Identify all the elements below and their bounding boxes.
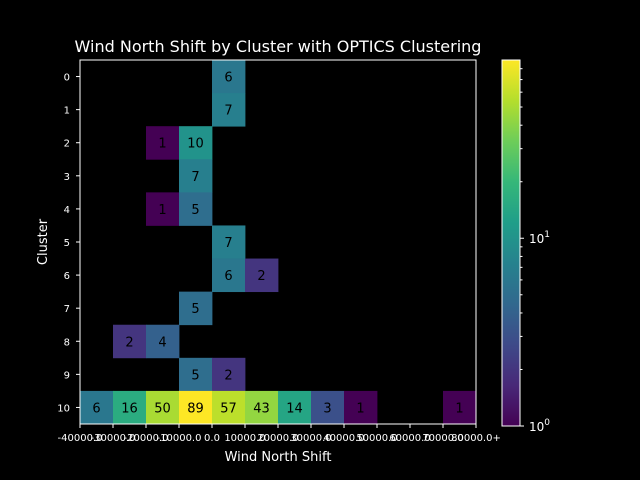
cell-value-label: 57 — [220, 401, 237, 416]
cell-value-label: 6 — [224, 71, 232, 86]
y-tick-label: 4 — [64, 205, 70, 216]
x-tick-label: 60000.0 — [389, 433, 430, 444]
plot-frame — [79, 59, 477, 425]
cell-value-label: 7 — [224, 104, 232, 119]
heatmap-cell — [311, 390, 345, 425]
cell-value-label: 2 — [125, 335, 133, 350]
heatmap-cell — [278, 390, 312, 425]
x-tick-label: -40000.0 — [58, 433, 103, 444]
x-axis: -40000.0-30000.0-20000.0-10000.0 0.0 10000… — [58, 424, 501, 444]
heatmap-cell — [80, 390, 114, 425]
y-axis: 0 1 2 3 4 5 6 7 8 9 10 — [57, 73, 80, 414]
cell-value-label: 7 — [191, 170, 199, 185]
cell-value-label: 89 — [187, 401, 204, 416]
colorbar-tick-label: 101 — [529, 230, 550, 246]
y-tick-label: 6 — [64, 271, 70, 282]
x-tick-label: 50000.0 — [356, 433, 397, 444]
cell-value-label: 1 — [158, 203, 166, 218]
x-tick-label: 70000.0 — [422, 433, 463, 444]
x-tick-label: 40000.0 — [323, 433, 364, 444]
y-tick-label: 10 — [57, 403, 70, 414]
heatmap-cell — [212, 357, 246, 392]
x-tick-label: 0.0 — [204, 433, 220, 444]
colorbar — [501, 59, 521, 427]
y-tick-label: 7 — [64, 304, 70, 315]
heatmap-cell — [179, 357, 213, 392]
cell-value-label: 5 — [191, 368, 199, 383]
heatmap-cell — [146, 324, 180, 359]
y-tick-label: 2 — [64, 139, 70, 150]
y-tick-label: 9 — [64, 370, 70, 381]
heatmap-cell — [344, 390, 378, 425]
x-tick-label: 80000.0+ — [451, 433, 501, 444]
heatmap-cell — [146, 390, 180, 425]
heatmap-cell — [179, 159, 213, 193]
colorbar-ticks: 100 101 — [520, 68, 550, 434]
y-axis-label: Cluster — [36, 218, 51, 265]
heatmap-cell — [443, 390, 477, 425]
x-tick-label: 20000.0 — [257, 433, 298, 444]
cell-value-label: 1 — [455, 401, 463, 416]
x-tick-label: 10000.0 — [224, 433, 265, 444]
x-tick-label: -10000.0 — [157, 433, 202, 444]
x-tick-label: -20000.0 — [124, 433, 169, 444]
x-tick-label: 30000.0 — [290, 433, 331, 444]
cell-value-label: 7 — [224, 236, 232, 251]
cell-value-label: 3 — [323, 401, 331, 416]
cell-value-label: 16 — [121, 401, 138, 416]
heatmap-cell — [179, 390, 213, 425]
heatmap-cell — [146, 126, 180, 160]
y-tick-label: 8 — [64, 337, 70, 348]
cell-value-label: 5 — [191, 203, 199, 218]
y-tick-label: 3 — [64, 172, 70, 183]
heatmap-cell — [113, 390, 147, 425]
cell-value-label: 1 — [356, 401, 364, 416]
heatmap-cell — [245, 258, 279, 293]
cell-value-label: 43 — [253, 401, 270, 416]
heatmap-cell — [245, 390, 279, 425]
x-axis-label: Wind North Shift — [225, 450, 332, 465]
y-tick-label: 0 — [64, 73, 70, 84]
cell-value-label: 14 — [286, 401, 303, 416]
heatmap-cell — [212, 60, 246, 94]
heatmap-cell — [146, 192, 180, 226]
cell-value-label: 2 — [224, 368, 232, 383]
cell-value-label: 6 — [92, 401, 100, 416]
cell-value-label: 10 — [187, 137, 204, 152]
heatmap-cell — [113, 324, 147, 359]
heatmap-cell — [212, 258, 246, 293]
cell-value-label: 5 — [191, 302, 199, 317]
y-tick-label: 5 — [64, 238, 70, 249]
cell-value-label: 6 — [224, 269, 232, 284]
cell-value-label: 2 — [257, 269, 265, 284]
x-tick-label: -30000.0 — [91, 433, 136, 444]
heatmap-cell — [179, 126, 213, 160]
heatmap-cell — [179, 192, 213, 226]
cell-value-label: 1 — [158, 137, 166, 152]
cell-value-label: 4 — [158, 335, 166, 350]
heatmap-cell — [212, 225, 246, 259]
cell-value-label: 50 — [154, 401, 171, 416]
heatmap-cell — [179, 291, 213, 326]
chart-title: Wind North Shift by Cluster with OPTICS … — [75, 37, 482, 56]
heatmap-cell — [212, 93, 246, 127]
colorbar-tick-label: 100 — [529, 418, 550, 434]
heatmap-cell — [212, 390, 246, 425]
y-tick-label: 1 — [64, 106, 70, 117]
